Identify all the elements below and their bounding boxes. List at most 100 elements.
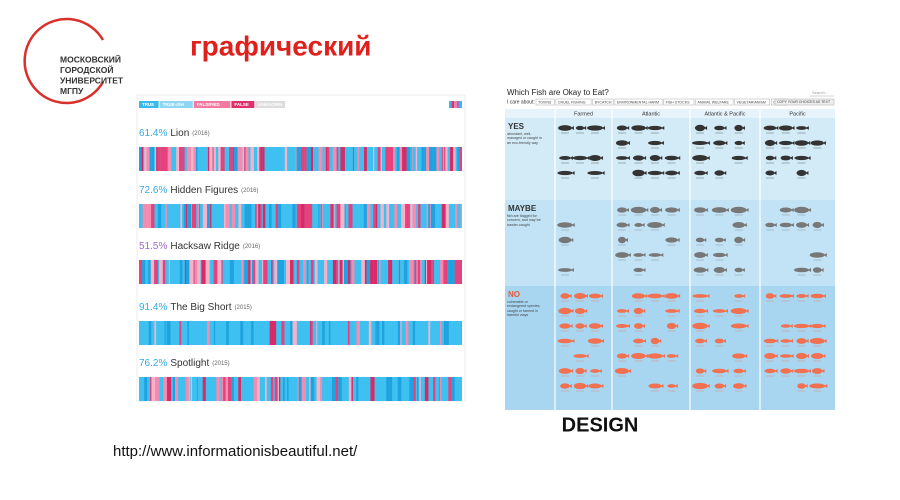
truth-stripe: [262, 147, 265, 171]
fish-icon: [692, 322, 708, 330]
truth-stripe: [258, 204, 261, 228]
fish-icon: [694, 124, 706, 132]
truth-stripe: [433, 377, 436, 401]
fish-tail: [820, 268, 824, 272]
truth-stripe: [402, 147, 404, 171]
film-name: Hidden Figures: [170, 185, 238, 196]
fish-tail: [704, 208, 708, 212]
filter-button[interactable]: [614, 98, 663, 106]
fish-icon: [778, 140, 793, 146]
filter-button[interactable]: [555, 98, 592, 106]
truth-stripe: [154, 260, 159, 284]
fish-icon: [780, 368, 792, 374]
truth-stripe: [431, 260, 433, 284]
truth-stripe: [377, 147, 381, 171]
fish-tail: [723, 126, 727, 130]
fish-icon: [713, 267, 725, 273]
truth-stripe: [149, 147, 152, 171]
truth-stripe: [324, 260, 328, 284]
truth-stripe: [275, 204, 279, 228]
fish-icon: [734, 267, 743, 273]
fish-icon: [694, 252, 706, 258]
fish-tail: [600, 384, 604, 388]
row-band: [505, 286, 835, 410]
fish-icon: [631, 352, 646, 360]
filter-button[interactable]: [695, 98, 734, 106]
truth-stripe: [191, 204, 192, 228]
truth-stripe: [197, 260, 201, 284]
fish-tail: [790, 223, 794, 227]
fish-icon: [796, 169, 807, 177]
truth-stripe: [444, 147, 446, 171]
truth-stripe: [213, 147, 216, 171]
filter-button[interactable]: [734, 98, 770, 106]
filter-label: VEGETARIANISM: [737, 100, 766, 104]
truth-stripe: [351, 260, 355, 284]
header-band: [505, 109, 835, 118]
fish-icon: [732, 383, 745, 389]
truth-stripe: [325, 147, 328, 171]
fish-tail: [644, 126, 648, 130]
truth-stripe: [198, 204, 201, 228]
truth-stripe: [332, 147, 337, 171]
filter-button[interactable]: [663, 98, 695, 106]
fish-icon: [575, 323, 585, 329]
row-label: NO: [508, 290, 520, 299]
fish-icon: [796, 294, 807, 298]
fish-tail: [703, 339, 707, 343]
fish-tail: [660, 253, 664, 257]
fish-tail: [705, 268, 709, 272]
fish-icon: [764, 368, 776, 374]
fish-tail: [743, 384, 747, 388]
fish-tail: [704, 126, 708, 130]
fish-tail: [773, 171, 777, 175]
fish-icon: [647, 221, 663, 229]
filter-button[interactable]: [592, 98, 614, 106]
truth-stripe: [260, 204, 262, 228]
truth-stripe: [440, 260, 444, 284]
filter-button[interactable]: [535, 98, 555, 106]
fish-icon: [780, 324, 791, 328]
film-year: (2016): [192, 131, 209, 137]
truth-stripe: [176, 147, 180, 171]
fish-tail: [584, 309, 588, 313]
fish-tail: [744, 354, 748, 358]
truth-stripe: [290, 260, 294, 284]
copy-button[interactable]: [774, 98, 835, 106]
truth-stripe: [272, 321, 277, 345]
truth-stripe: [144, 377, 148, 401]
truth-stripe: [389, 147, 394, 171]
fish-icon: [665, 170, 678, 176]
truth-stripe: [412, 204, 417, 228]
truth-stripe: [213, 321, 216, 345]
truth-stripe: [338, 377, 342, 401]
fish-icon: [730, 323, 747, 329]
truth-stripe: [207, 147, 210, 171]
fish-tail: [805, 339, 809, 343]
truth-stripe: [253, 377, 258, 401]
truth-stripe: [426, 260, 428, 284]
fish-icon: [647, 353, 663, 359]
truth-stripe: [342, 260, 344, 284]
truth-stripe: [416, 260, 418, 284]
truth-stripe: [455, 204, 458, 228]
truth-stripe: [393, 147, 395, 171]
fish-icon: [810, 293, 824, 299]
truth-stripe: [386, 377, 390, 401]
fish-icon: [711, 207, 727, 213]
truth-stripe: [328, 321, 331, 345]
truth-stripe: [292, 321, 297, 345]
truth-stripe: [165, 147, 168, 171]
fish-icon: [649, 206, 661, 214]
truth-stripe: [182, 147, 185, 171]
truth-stripe: [206, 147, 208, 171]
truth-stripe: [421, 147, 425, 171]
truth-stripe: [441, 204, 446, 228]
truth-stripe: [397, 321, 401, 345]
fish-icon: [694, 170, 706, 176]
film-name: The Big Short: [170, 302, 231, 313]
fish-tail: [677, 294, 681, 298]
truth-stripe: [226, 321, 229, 345]
fish-tail: [823, 253, 827, 257]
